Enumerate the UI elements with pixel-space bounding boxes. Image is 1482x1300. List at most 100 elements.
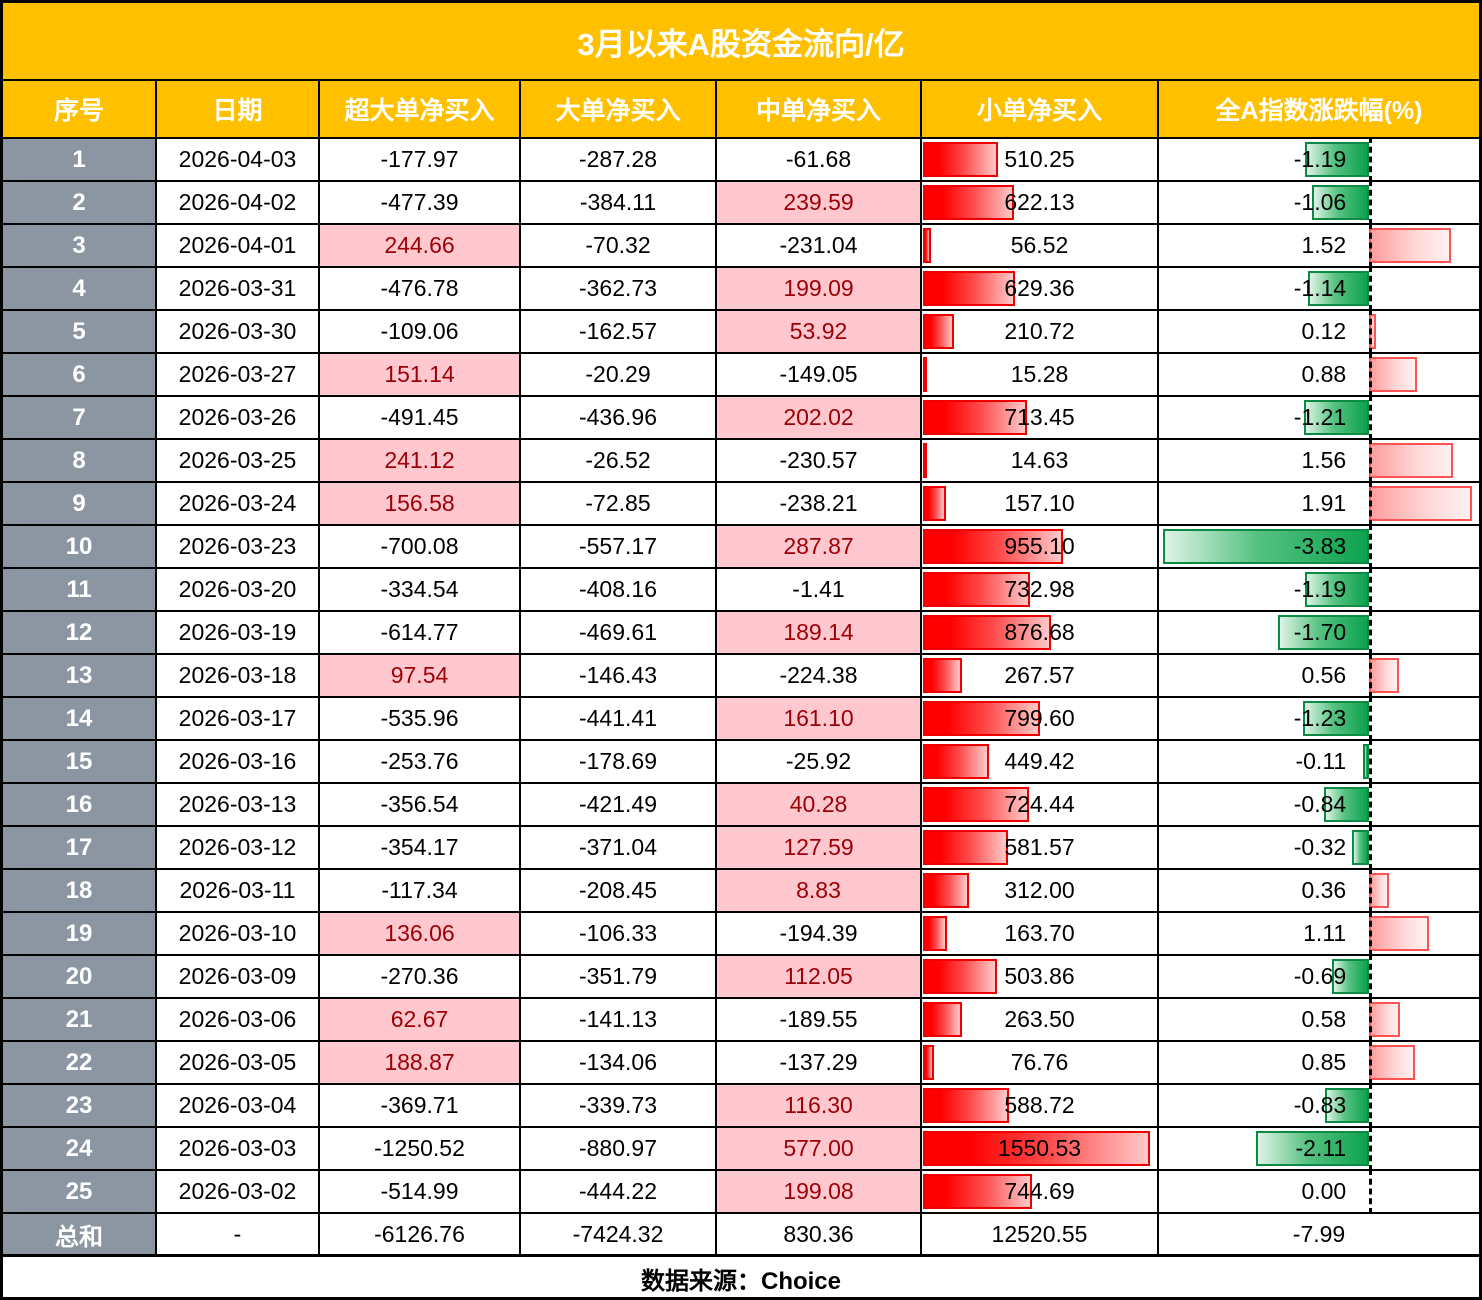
small-net-cell: 724.44: [922, 784, 1159, 825]
small-net-databar: [923, 486, 946, 521]
index-cell: 12: [3, 612, 157, 653]
index-label: 11: [66, 575, 92, 603]
date-label: 2026-03-24: [178, 490, 297, 516]
date-cell: 2026-03-24: [157, 483, 320, 524]
superlarge-net-cell-value: -1250.52: [374, 1135, 465, 1161]
small-net-databar: [923, 1002, 962, 1037]
large-net-cell-value: -444.22: [578, 1178, 657, 1204]
index-change-cell: -1.23: [1159, 696, 1479, 741]
medium-net-cell-value: 189.14: [783, 619, 854, 645]
date-cell: 2026-03-12: [157, 827, 320, 868]
date-label: 2026-03-30: [178, 318, 297, 344]
index-change-cell: -2.11: [1159, 1126, 1479, 1171]
small-net-value: 56.52: [1010, 232, 1069, 258]
positive-change-databar: [1369, 443, 1454, 478]
superlarge-net-cell: 151.14: [320, 354, 521, 395]
total-label-cell: 总和: [3, 1214, 157, 1254]
small-net-databar: [923, 142, 998, 177]
large-net-cell-value: -7424.32: [572, 1220, 664, 1247]
index-change-value: 1.52: [1301, 232, 1347, 258]
negative-change-databar: [1255, 1131, 1370, 1166]
superlarge-net-cell: 136.06: [320, 913, 521, 954]
large-net-cell: -469.61: [521, 612, 717, 653]
index-label: 22: [65, 1048, 93, 1076]
table-row: 21 2026-03-06 62.67 -141.13 -189.55 263.50 0.5…: [3, 997, 1479, 1042]
index-label: 6: [72, 360, 86, 388]
date-label: 2026-03-02: [178, 1178, 297, 1204]
large-net-cell-value: -436.96: [578, 404, 657, 430]
index-change-value: -1.14: [1293, 275, 1347, 301]
date-label: 2026-03-18: [178, 662, 297, 688]
date-label: -: [233, 1220, 242, 1247]
superlarge-net-cell-value: -614.77: [380, 619, 459, 645]
medium-net-cell-value: 199.08: [783, 1178, 854, 1204]
index-change-cell: 0.58: [1159, 997, 1479, 1042]
date-cell: 2026-04-03: [157, 139, 320, 180]
small-net-databar: [923, 572, 1031, 607]
zero-axis-line: [1369, 997, 1373, 1042]
superlarge-net-cell: -477.39: [320, 182, 521, 223]
col-header-index: 序号: [3, 81, 157, 137]
superlarge-net-cell: -476.78: [320, 268, 521, 309]
small-net-cell: 12520.55: [922, 1214, 1159, 1254]
positive-change-databar: [1369, 1045, 1416, 1080]
large-net-cell: -362.73: [521, 268, 717, 309]
index-label: 17: [65, 833, 93, 861]
page-title: 3月以来A股资金流向/亿: [3, 3, 1479, 81]
small-net-value: 312.00: [1004, 877, 1075, 903]
large-net-cell: -26.52: [521, 440, 717, 481]
medium-net-cell: -224.38: [717, 655, 922, 696]
col-header-small-net: 小单净买入: [922, 81, 1159, 137]
large-net-cell-value: -469.61: [578, 619, 657, 645]
date-label: 2026-04-01: [178, 232, 297, 258]
medium-net-cell: 161.10: [717, 698, 922, 739]
table-row: 22 2026-03-05 188.87 -134.06 -137.29 76.76 0.8…: [3, 1040, 1479, 1085]
large-net-cell-value: -72.85: [585, 490, 651, 516]
date-label: 2026-03-12: [178, 834, 297, 860]
table-row: 12 2026-03-19 -614.77 -469.61 189.14 876.68 -1…: [3, 610, 1479, 655]
small-net-cell: 14.63: [922, 440, 1159, 481]
superlarge-net-cell-value: -334.54: [380, 576, 459, 602]
date-label: 2026-03-13: [178, 791, 297, 817]
date-cell: 2026-03-16: [157, 741, 320, 782]
small-net-cell: 744.69: [922, 1171, 1159, 1212]
positive-change-databar: [1369, 1002, 1401, 1037]
index-cell: 19: [3, 913, 157, 954]
index-label: 18: [65, 876, 93, 904]
date-label: 2026-03-10: [178, 920, 297, 946]
small-net-cell: 732.98: [922, 569, 1159, 610]
index-change-value: -0.84: [1293, 791, 1347, 817]
total-row: 总和 - -6126.76 -7424.32 830.36 12520.55 -7.99: [3, 1214, 1479, 1257]
medium-net-cell: 8.83: [717, 870, 922, 911]
superlarge-net-cell: 244.66: [320, 225, 521, 266]
medium-net-cell-value: 830.36: [783, 1220, 854, 1247]
superlarge-net-cell: -614.77: [320, 612, 521, 653]
index-change-cell: -7.99: [1159, 1214, 1479, 1254]
superlarge-net-cell-value: 188.87: [384, 1049, 455, 1075]
zero-axis-line: [1369, 739, 1373, 784]
table-row: 4 2026-03-31 -476.78 -362.73 199.09 629.36 -1.…: [3, 266, 1479, 311]
positive-change-databar: [1369, 357, 1417, 392]
date-label: 2026-03-26: [178, 404, 297, 430]
small-net-value: 744.69: [1004, 1178, 1075, 1204]
index-change-value: -7.99: [1292, 1220, 1346, 1247]
medium-net-cell-value: 127.59: [783, 834, 854, 860]
index-cell: 25: [3, 1171, 157, 1212]
small-net-value: 588.72: [1004, 1092, 1075, 1118]
small-net-cell: 312.00: [922, 870, 1159, 911]
index-change-cell: 0.56: [1159, 653, 1479, 698]
index-cell: 10: [3, 526, 157, 567]
medium-net-cell-value: 112.05: [784, 963, 853, 989]
small-net-cell: 581.57: [922, 827, 1159, 868]
index-label: 2: [72, 188, 86, 216]
index-change-value: -1.23: [1293, 705, 1347, 731]
zero-axis-line: [1369, 438, 1373, 483]
col-header-superlarge-net: 超大单净买入: [320, 81, 521, 137]
medium-net-cell: 199.09: [717, 268, 922, 309]
medium-net-cell: -149.05: [717, 354, 922, 395]
large-net-cell-value: -339.73: [578, 1092, 657, 1118]
small-net-databar: [923, 744, 989, 779]
zero-axis-line: [1369, 911, 1373, 956]
index-cell: 23: [3, 1085, 157, 1126]
